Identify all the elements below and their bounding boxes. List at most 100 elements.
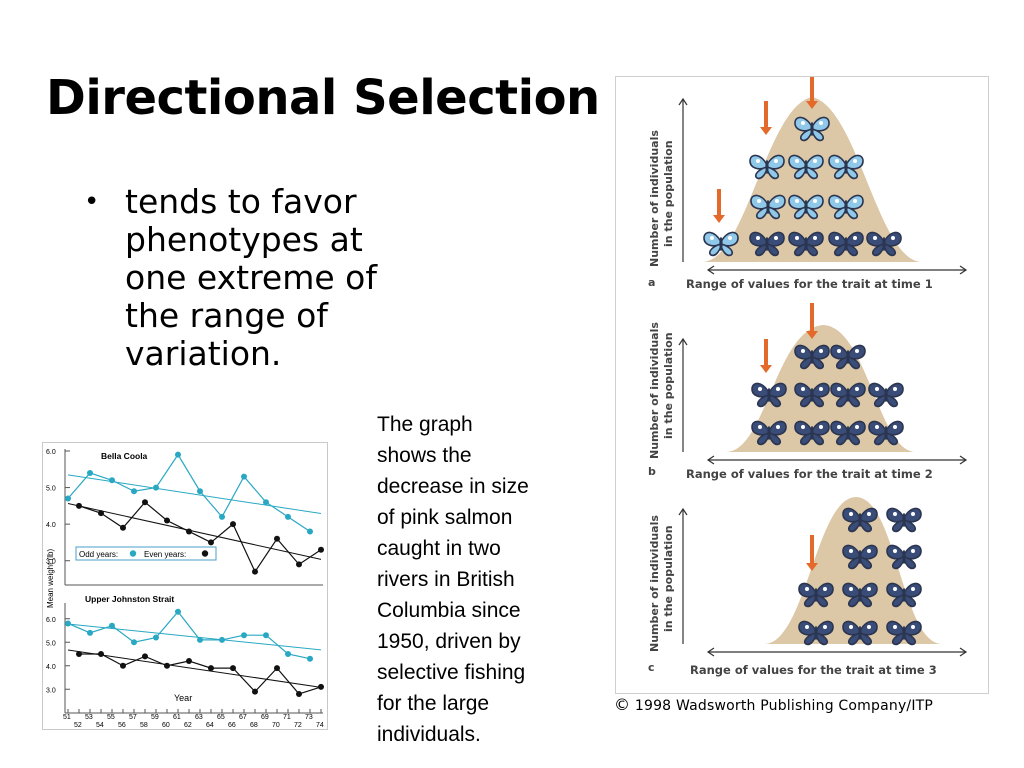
copyright-text: 1998 Wadsworth Publishing Company/ITP [634, 698, 934, 714]
butterfly-selection-figure: Number of individuals in the population … [615, 76, 989, 694]
bullet-dot-icon: • [84, 187, 100, 217]
butterfly-icon [886, 582, 922, 608]
butterfly-icon [703, 231, 739, 257]
data-point [296, 561, 302, 568]
butterfly-icon [788, 231, 824, 257]
chart-x-tick-label: 61 [173, 714, 181, 721]
butterfly-icon [794, 116, 830, 142]
data-point [186, 658, 192, 665]
data-point [263, 499, 269, 506]
arrow-icon [806, 535, 818, 571]
butterfly-icon [830, 382, 866, 408]
copyright-icon: © [614, 695, 631, 714]
panel-a-ylabel-1: Number of individuals [648, 130, 661, 267]
chart-x-tick-label: 58 [140, 722, 148, 729]
butterfly-icon [830, 420, 866, 446]
arrow-icon [806, 303, 818, 339]
butterfly-icon [886, 544, 922, 570]
butterfly-icon [798, 582, 834, 608]
chart-title-bella-coola: Bella Coola [101, 451, 148, 461]
chart-y-tick-label: 3.0 [46, 559, 56, 566]
x-arrow-right-icon [959, 455, 968, 465]
chart-y-tick-label: 6.0 [46, 449, 56, 456]
chart-x-tick-label: 57 [129, 714, 137, 721]
data-point [274, 535, 280, 542]
data-point [318, 546, 324, 553]
data-point [120, 524, 126, 531]
panel-b-ylabel-2: in the population [662, 332, 675, 439]
salmon-weight-chart: 6.0 5.0 4.0 3.0 6.0 5.0 4.0 3.0 51 53 55 57 59 61 63 65… [42, 442, 328, 730]
panel-b-xlabel: Range of values for the trait at time 2 [686, 467, 933, 481]
arrow-icon [760, 101, 772, 135]
chart-x-tick-label: 62 [184, 722, 192, 729]
legend-odd-marker [129, 550, 137, 557]
panel-a-ylabel-2: in the population [662, 140, 675, 247]
data-point [219, 513, 225, 520]
butterfly-icon [749, 154, 785, 180]
butterfly-icon [866, 231, 902, 257]
data-point [175, 608, 181, 615]
panel-c-graphic [678, 497, 968, 657]
series-line [67, 453, 311, 532]
data-point [186, 528, 192, 535]
trend-line [67, 623, 322, 651]
data-point [208, 665, 214, 672]
y-arrow-head-icon [678, 337, 688, 346]
graph-caption: The graph shows the decrease in size of … [377, 413, 529, 746]
series-line [67, 610, 311, 660]
panel-c-ylabel-1: Number of individuals [648, 515, 661, 652]
panel-a-letter: a [648, 276, 655, 289]
data-point [87, 629, 93, 636]
data-point [87, 469, 93, 476]
chart-x-tick-label: 56 [118, 722, 126, 729]
butterfly-icon [751, 382, 787, 408]
data-point [65, 495, 71, 502]
salmon-chart-svg: 6.0 5.0 4.0 3.0 6.0 5.0 4.0 3.0 51 53 55 57 59 61 63 65… [46, 449, 324, 729]
butterfly-icon [798, 620, 834, 646]
data-point [153, 634, 159, 641]
data-point [241, 632, 247, 639]
data-point [109, 477, 115, 484]
chart-x-tick-label: 54 [96, 722, 104, 729]
data-point [318, 683, 324, 690]
chart-x-tick-label: 52 [74, 722, 82, 729]
butterfly-icon [794, 344, 830, 370]
butterfly-icon [794, 382, 830, 408]
distribution-hill [702, 97, 922, 262]
data-point [252, 568, 258, 575]
panel-b-graphic [678, 303, 968, 465]
data-point [131, 639, 137, 646]
butterfly-icon [830, 344, 866, 370]
chart-xlabel: Year [174, 693, 192, 703]
panel-c: Number of individuals in the population … [648, 515, 937, 677]
panel-c-ylabel-2: in the population [662, 525, 675, 632]
data-point [208, 539, 214, 546]
data-point [131, 488, 137, 495]
data-point [285, 513, 291, 520]
chart-x-tick-label: 65 [217, 714, 225, 721]
data-point [164, 662, 170, 669]
series-line [78, 501, 322, 573]
butterfly-icon [828, 194, 864, 220]
chart-x-tick-label: 74 [316, 722, 324, 729]
chart-y-tick-label: 4.0 [46, 664, 56, 671]
data-point [164, 517, 170, 524]
data-point [153, 484, 159, 491]
panel-c-letter: c [648, 661, 655, 674]
data-point [98, 510, 104, 517]
panel-a: Number of individuals in the population … [648, 130, 933, 291]
butterfly-icon [828, 154, 864, 180]
y-arrow-head-icon [678, 97, 688, 106]
panel-a-xlabel: Range of values for the trait at time 1 [686, 277, 933, 291]
butterfly-icon [868, 420, 904, 446]
x-arrow-right-icon [959, 647, 968, 657]
chart-x-tick-label: 66 [228, 722, 236, 729]
data-point [65, 620, 71, 627]
panel-b-letter: b [648, 465, 656, 478]
chart-y-tick-label: 5.0 [46, 640, 56, 647]
data-point [142, 653, 148, 660]
data-point [307, 528, 313, 535]
panel-b: Number of individuals in the population … [648, 322, 933, 481]
data-point [230, 665, 236, 672]
butterfly-icon [750, 194, 786, 220]
